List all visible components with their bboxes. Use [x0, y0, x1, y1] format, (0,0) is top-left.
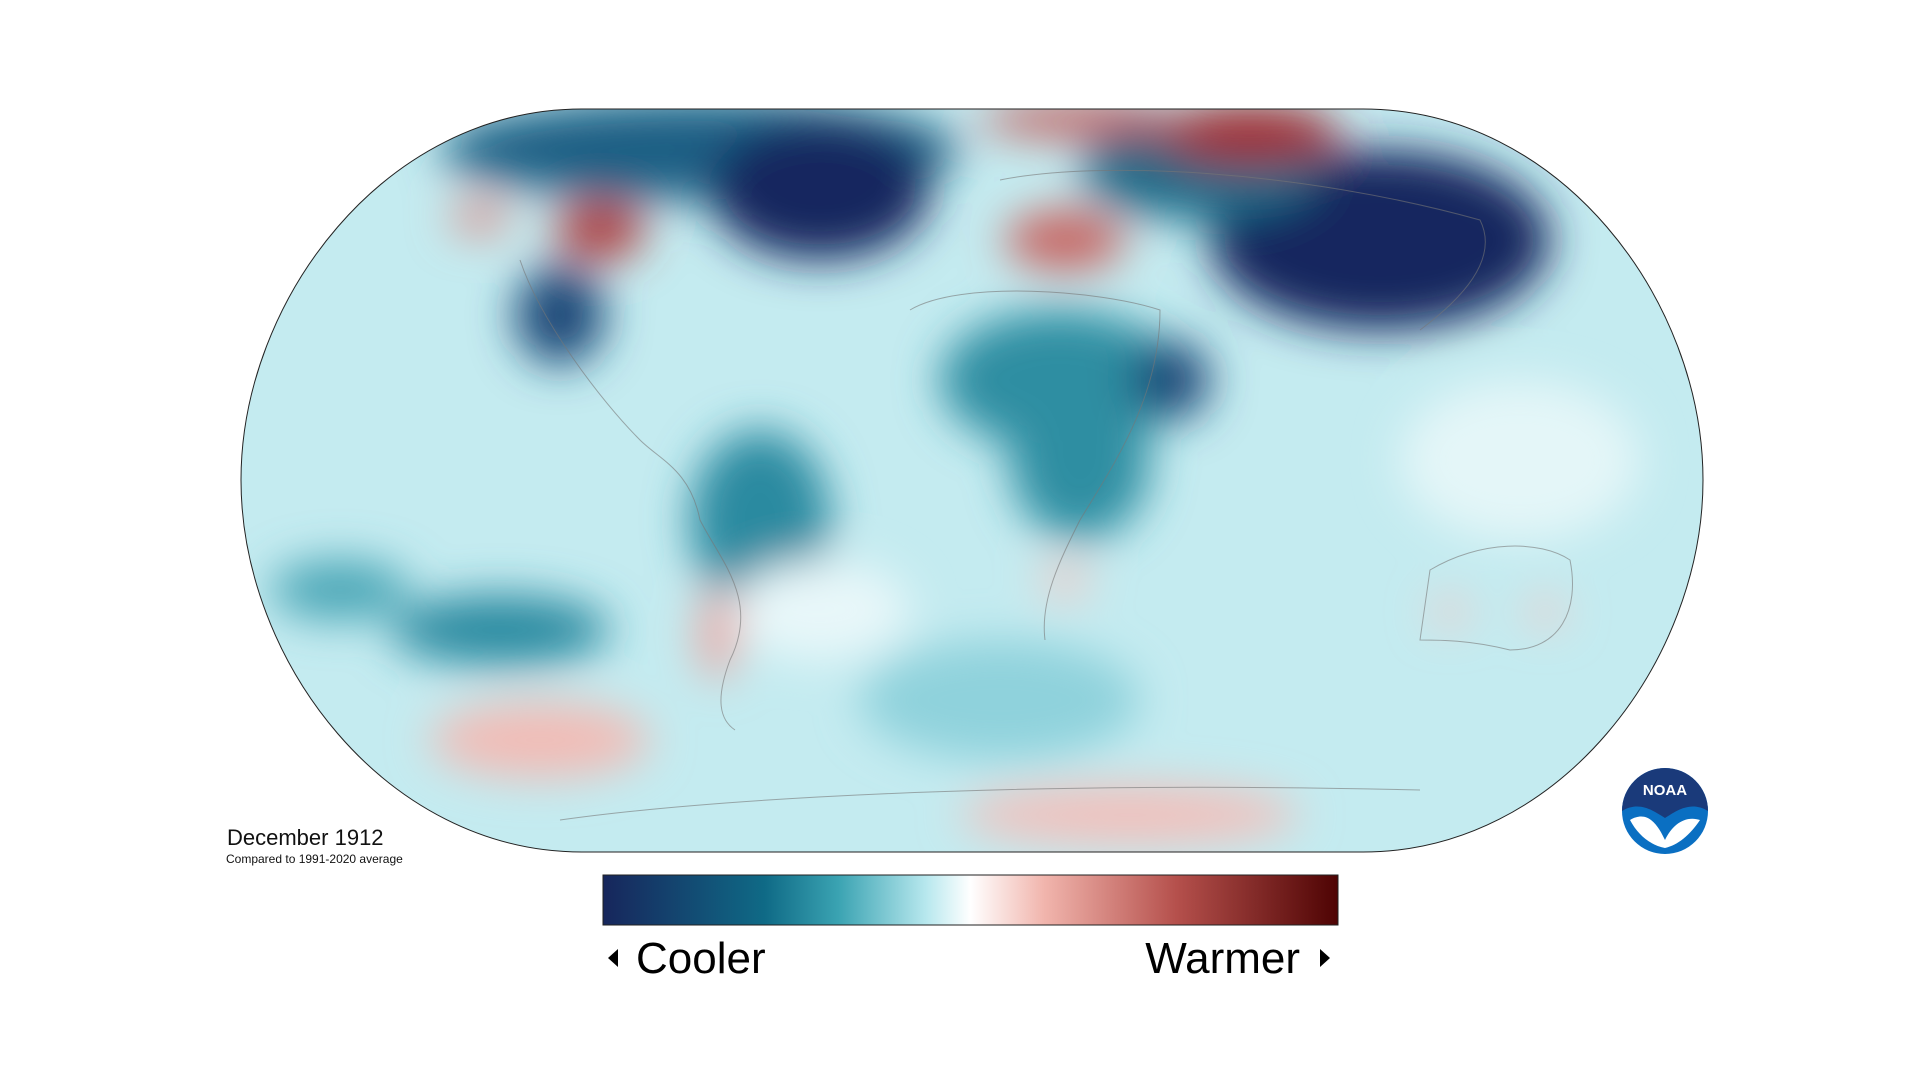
left-arrow [608, 949, 618, 967]
logo-text: NOAA [1643, 782, 1687, 799]
logo-top [1622, 768, 1708, 818]
logo-bird [1630, 816, 1700, 848]
right-arrow [1320, 949, 1330, 967]
color-scale [602, 874, 1339, 926]
map-outline [240, 108, 1704, 853]
map-title: December 1912 [227, 825, 384, 850]
map-subtitle: Compared to 1991-2020 average [226, 852, 403, 866]
legend-high-label: Warmer [1145, 934, 1300, 983]
legend-low-label: Cooler [636, 934, 766, 983]
anomaly-map [241, 109, 1703, 852]
anomaly-fields [270, 109, 1640, 845]
noaa-logo: NOAA [1622, 768, 1708, 854]
coastlines [519, 169, 1573, 821]
